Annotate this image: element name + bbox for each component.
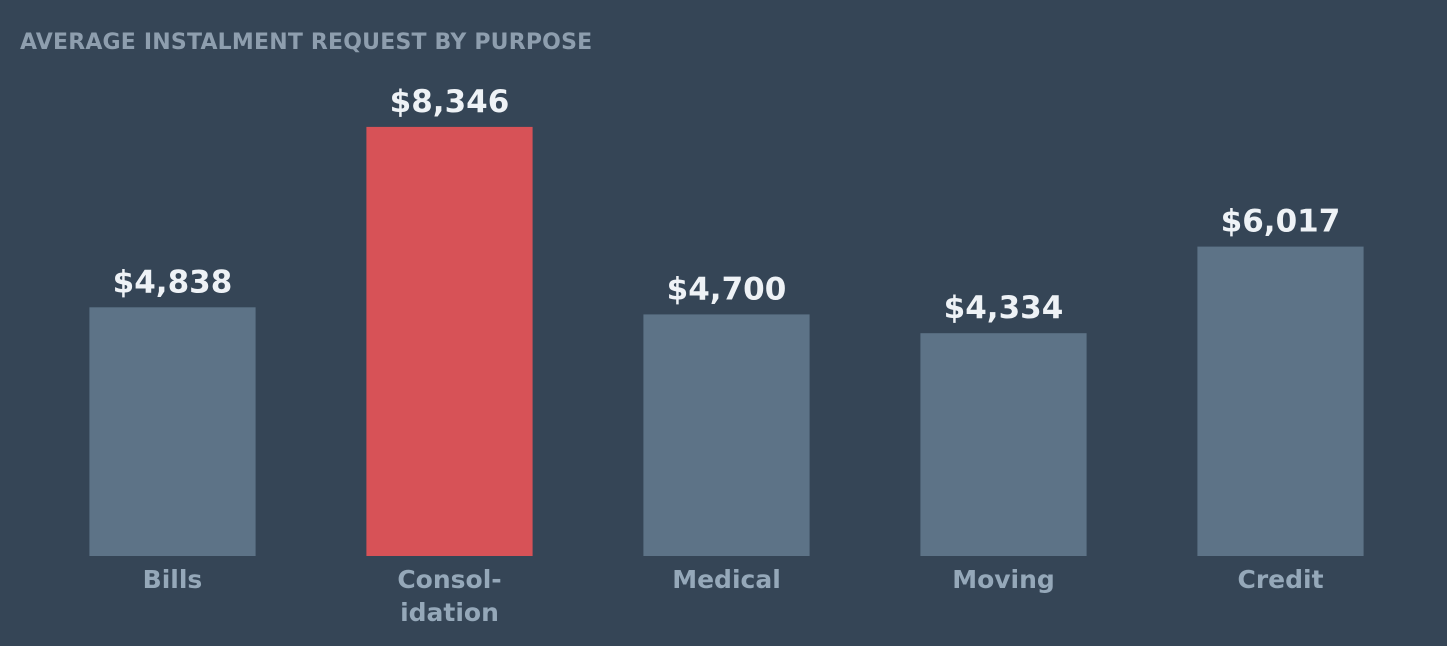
bar xyxy=(89,307,256,556)
category-label: Credit xyxy=(1237,565,1323,594)
bar-value-label: $4,334 xyxy=(944,290,1064,326)
bar-value-label: $8,346 xyxy=(390,84,510,120)
category-label: Bills xyxy=(143,565,203,594)
bar xyxy=(920,333,1087,556)
chart-title: AVERAGE INSTALMENT REQUEST BY PURPOSE xyxy=(20,30,593,55)
bar-value-label: $4,700 xyxy=(667,271,787,307)
bar-value-label: $6,017 xyxy=(1221,204,1341,240)
bar xyxy=(1197,246,1364,556)
bar-value-label: $4,838 xyxy=(113,264,233,300)
bar xyxy=(643,314,810,556)
category-label: Moving xyxy=(952,565,1055,594)
category-label: Consol-idation xyxy=(397,565,501,627)
category-label: Medical xyxy=(672,565,781,594)
bar xyxy=(366,126,533,557)
